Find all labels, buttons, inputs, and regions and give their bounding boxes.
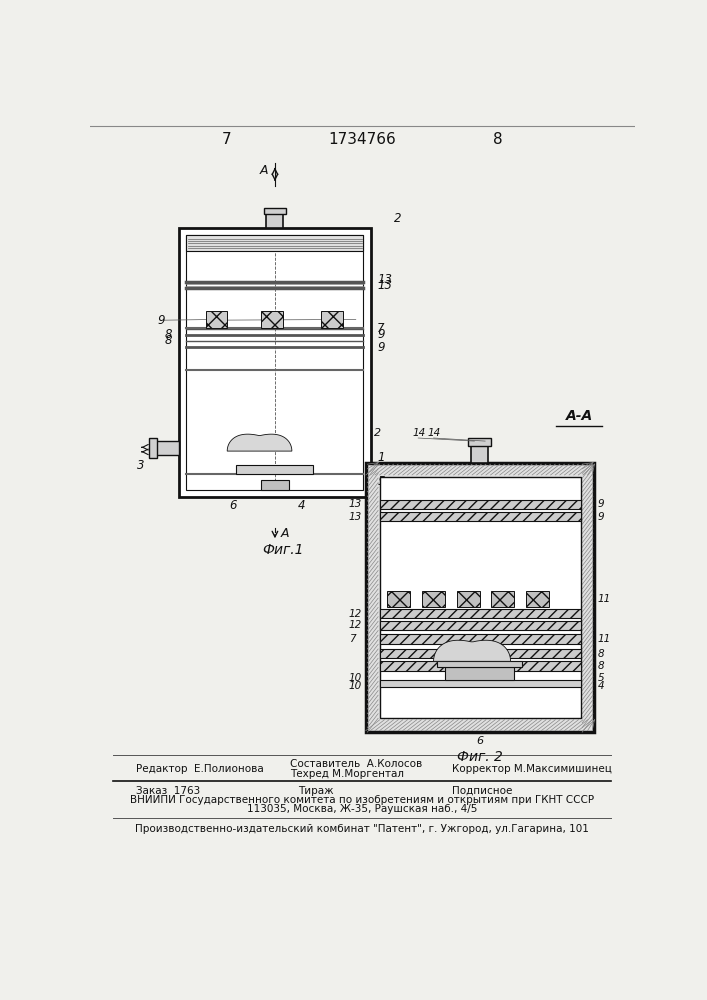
Text: 9: 9 bbox=[378, 328, 385, 341]
Text: 10: 10 bbox=[349, 681, 362, 691]
Text: Фиг. 2: Фиг. 2 bbox=[457, 750, 503, 764]
Text: А: А bbox=[259, 164, 268, 177]
Text: Техред М.Моргентал: Техред М.Моргентал bbox=[291, 769, 404, 779]
Text: Заказ  1763: Заказ 1763 bbox=[136, 786, 201, 796]
Text: 7: 7 bbox=[349, 634, 356, 644]
Text: Корректор М.Максимишинец: Корректор М.Максимишинец bbox=[452, 764, 612, 774]
Text: Производственно-издательский комбинат "Патент", г. Ужгород, ул.Гагарина, 101: Производственно-издательский комбинат "П… bbox=[135, 824, 589, 834]
Text: 8: 8 bbox=[165, 328, 173, 341]
Text: 6: 6 bbox=[477, 736, 484, 746]
Text: Фиг.1: Фиг.1 bbox=[262, 543, 303, 557]
Text: 9: 9 bbox=[378, 341, 385, 354]
Text: ВНИИПИ Государственного комитета по изобретениям и открытиям при ГКНТ СССР: ВНИИПИ Государственного комитета по изоб… bbox=[130, 795, 594, 805]
Bar bbox=[267, 211, 284, 228]
Text: 1734766: 1734766 bbox=[328, 132, 396, 147]
Bar bbox=[380, 649, 580, 658]
Text: 9: 9 bbox=[597, 499, 604, 509]
Bar bbox=[380, 609, 580, 618]
Text: Составитель  А.Колосов: Составитель А.Колосов bbox=[291, 759, 423, 769]
Bar bbox=[366, 463, 595, 732]
Bar bbox=[187, 235, 363, 490]
Bar bbox=[187, 235, 363, 251]
Polygon shape bbox=[227, 434, 292, 451]
Bar bbox=[491, 591, 515, 607]
Text: 9: 9 bbox=[597, 512, 604, 522]
Bar bbox=[380, 634, 580, 644]
Text: 7: 7 bbox=[221, 132, 231, 147]
Bar bbox=[261, 311, 283, 328]
Bar bbox=[149, 438, 157, 458]
Bar bbox=[206, 311, 227, 328]
Text: 2: 2 bbox=[373, 428, 380, 438]
Text: 12: 12 bbox=[349, 620, 362, 630]
Text: 4: 4 bbox=[298, 499, 305, 512]
Bar bbox=[468, 438, 491, 446]
Bar bbox=[156, 441, 179, 455]
Bar bbox=[236, 465, 313, 474]
Text: 2: 2 bbox=[395, 212, 402, 225]
Text: 13: 13 bbox=[349, 512, 362, 522]
Bar bbox=[438, 661, 522, 667]
Text: 11: 11 bbox=[597, 634, 611, 644]
Bar bbox=[526, 591, 549, 607]
Text: 8: 8 bbox=[165, 334, 173, 347]
Text: 8: 8 bbox=[597, 649, 604, 659]
Bar bbox=[380, 680, 580, 687]
Bar bbox=[179, 228, 371, 497]
Bar bbox=[261, 480, 288, 490]
Text: 4: 4 bbox=[597, 681, 604, 691]
Text: Тираж: Тираж bbox=[298, 786, 334, 796]
Text: 8: 8 bbox=[597, 661, 604, 671]
Bar bbox=[380, 512, 580, 521]
Bar bbox=[387, 591, 411, 607]
Text: 13: 13 bbox=[349, 499, 362, 509]
Text: 12: 12 bbox=[349, 609, 362, 619]
Text: 13: 13 bbox=[378, 273, 392, 286]
Text: Подписное: Подписное bbox=[452, 786, 513, 796]
Text: 3: 3 bbox=[137, 459, 145, 472]
Text: А-А: А-А bbox=[566, 409, 592, 423]
Text: 5: 5 bbox=[597, 673, 604, 683]
Text: 11: 11 bbox=[597, 594, 611, 604]
Text: 6: 6 bbox=[229, 499, 236, 512]
Text: Редактор  Е.Полионова: Редактор Е.Полионова bbox=[136, 764, 264, 774]
Text: 13: 13 bbox=[378, 279, 392, 292]
Bar bbox=[445, 667, 515, 680]
Text: 9: 9 bbox=[157, 314, 165, 327]
Text: 14: 14 bbox=[428, 428, 440, 438]
Text: 1: 1 bbox=[378, 451, 385, 464]
Text: 7: 7 bbox=[378, 322, 385, 335]
Text: 14: 14 bbox=[412, 428, 425, 438]
Bar bbox=[321, 311, 343, 328]
Bar bbox=[380, 500, 580, 509]
Polygon shape bbox=[433, 640, 510, 661]
Text: 8: 8 bbox=[493, 132, 503, 147]
Bar bbox=[472, 441, 489, 463]
Text: 5: 5 bbox=[378, 475, 385, 488]
Bar bbox=[380, 477, 580, 718]
Text: 10: 10 bbox=[349, 673, 362, 683]
Bar bbox=[457, 591, 480, 607]
Text: 113035, Москва, Ж-35, Раушская наб., 4/5: 113035, Москва, Ж-35, Раушская наб., 4/5 bbox=[247, 804, 477, 814]
Bar bbox=[380, 661, 580, 671]
Bar bbox=[380, 620, 580, 630]
Bar bbox=[422, 591, 445, 607]
Bar bbox=[264, 208, 286, 214]
Text: А: А bbox=[281, 527, 290, 540]
